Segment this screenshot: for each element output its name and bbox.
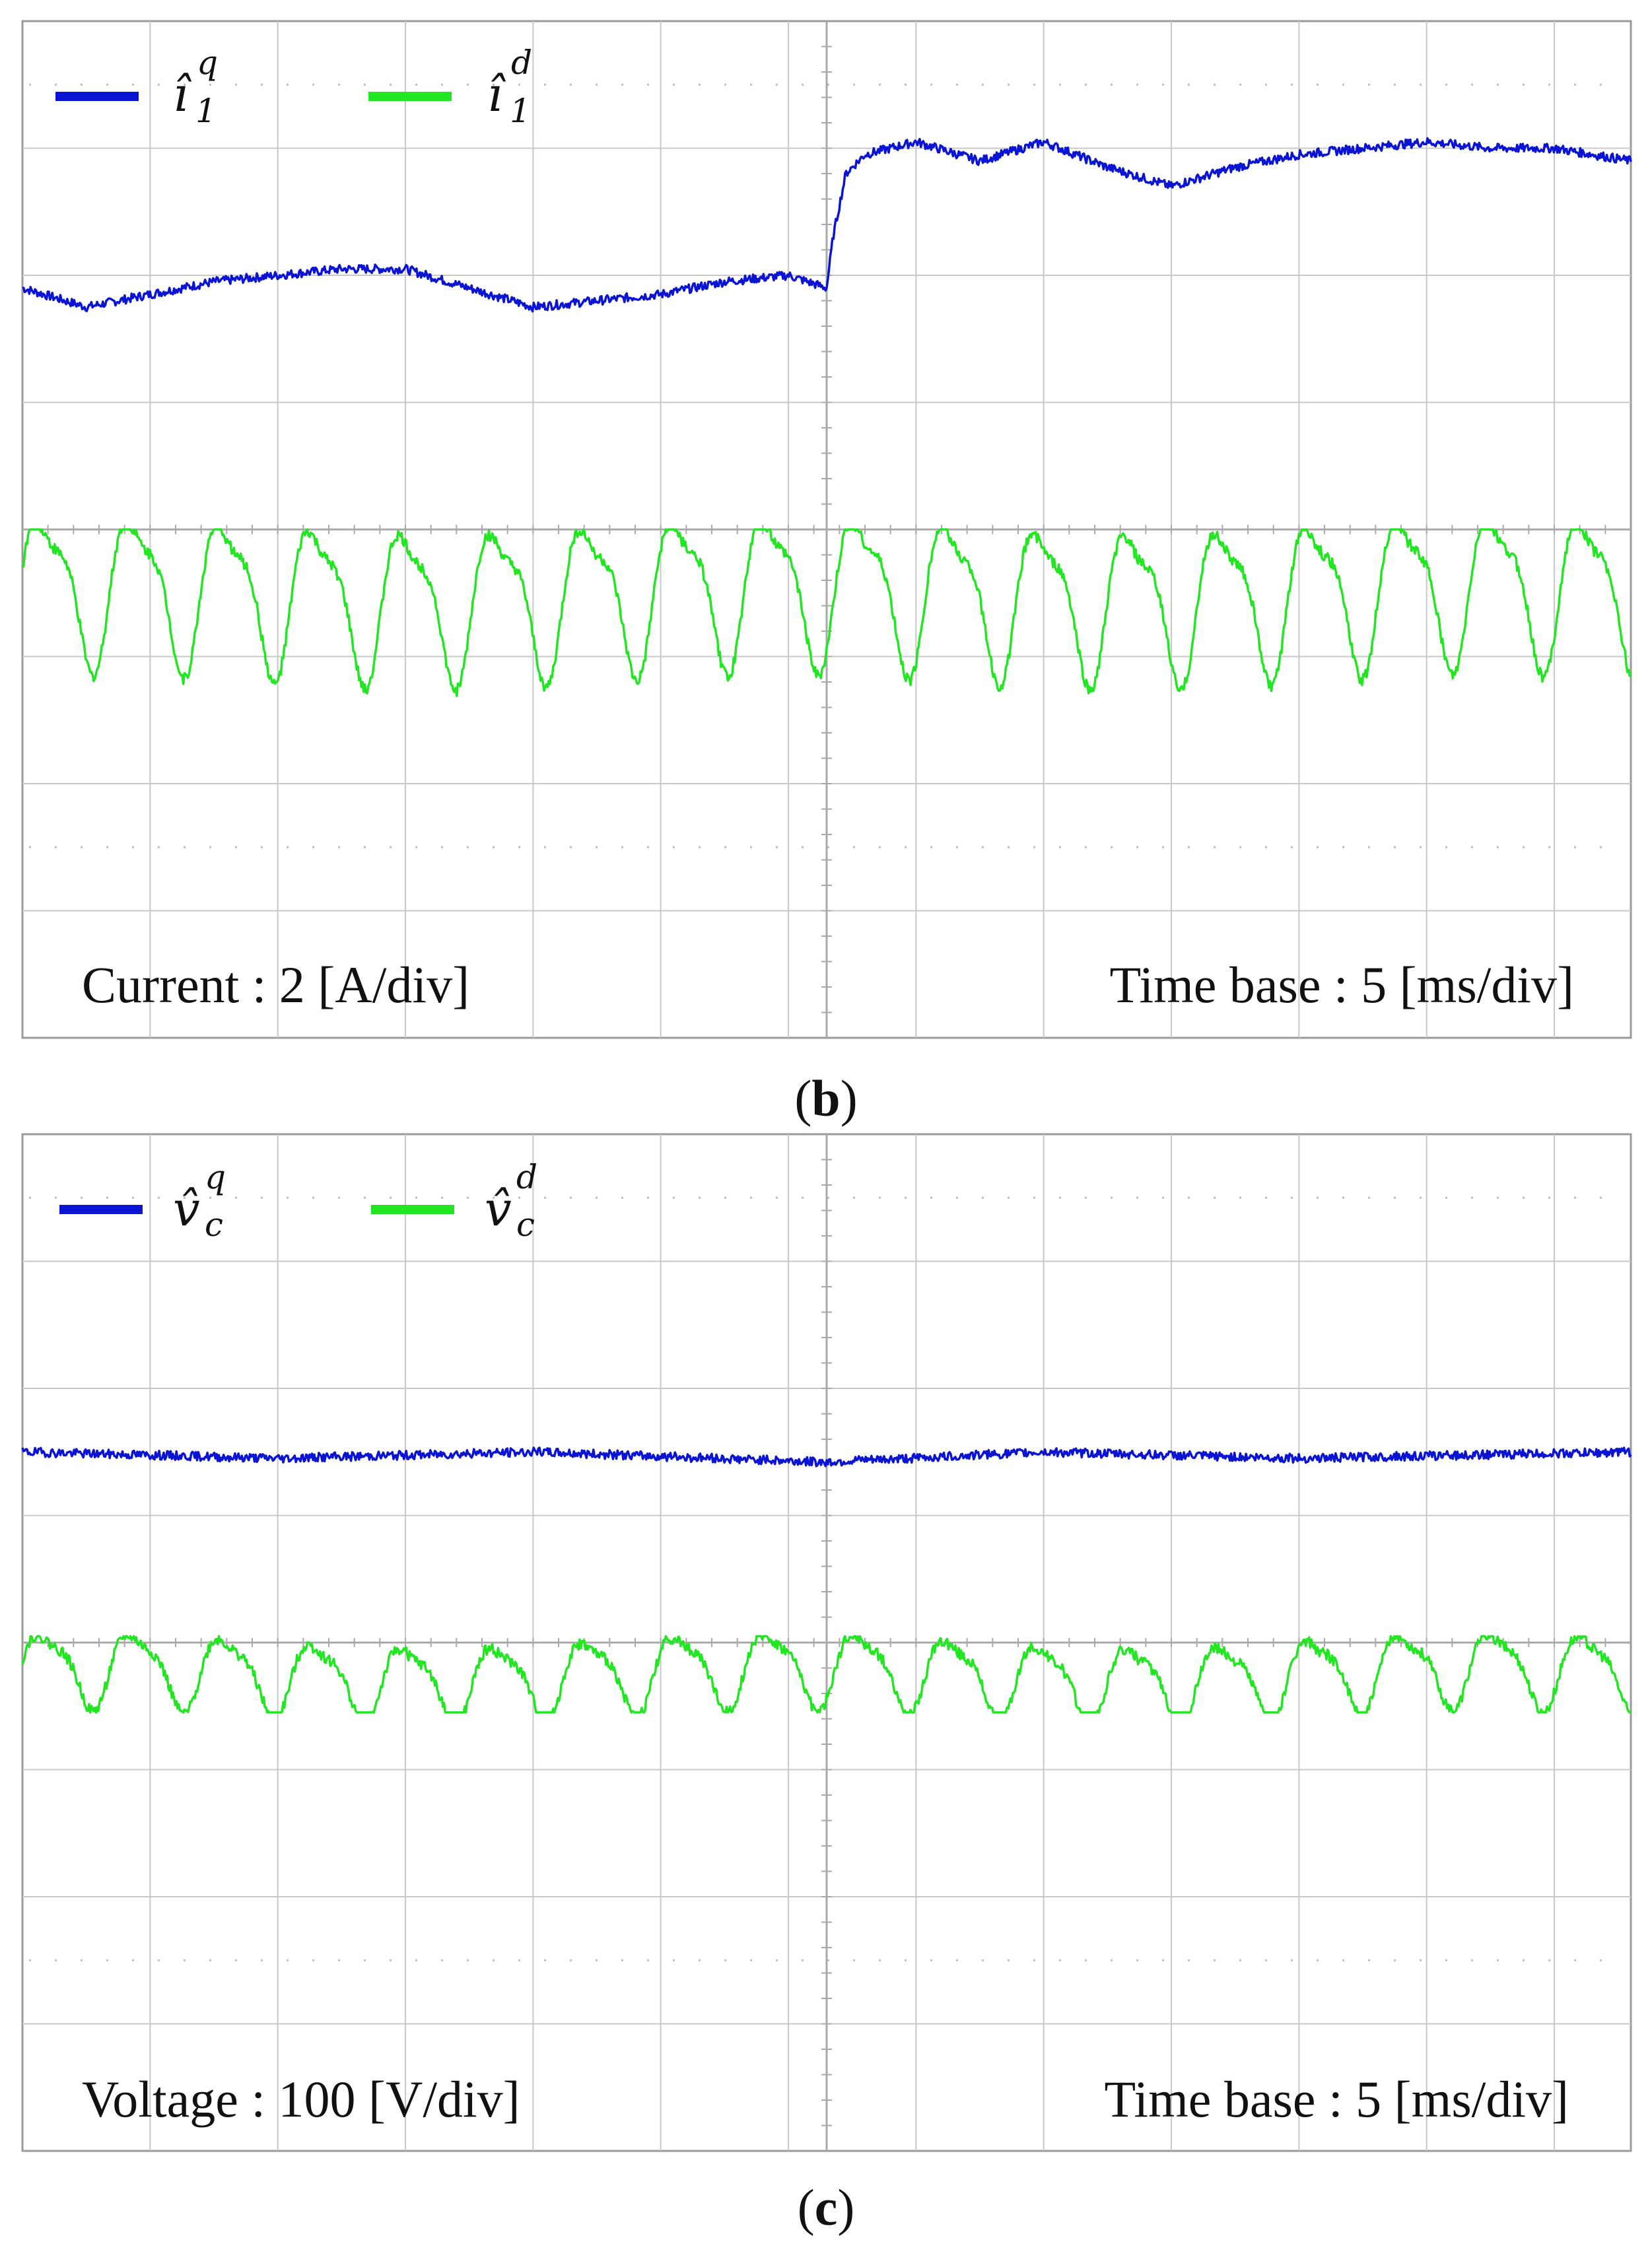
time-base-label-b: Time base : 5 [ms/div] [1110,956,1574,1013]
legend-sub-id: 1 [510,92,531,130]
time-base-label-c: Time base : 5 [ms/div] [1105,2070,1569,2128]
scope-panel-b: î 1 q î 1 d Current : 2 [A/div] Time bas… [21,20,1632,1039]
scope-panel-c: v̂ c q v̂ c d Voltage : 100 [V/div] Time… [21,1133,1632,2152]
trace-current-q [22,137,1632,313]
scope-grid-b [22,21,1631,1038]
legend-sub-iq: 1 [195,92,217,130]
legend-sub-vd: c [516,1206,535,1244]
current-scale-label: Current : 2 [A/div] [82,956,469,1013]
scope-traces-c [21,1446,1632,1714]
caption-c: (c) [798,2179,855,2236]
legend-symbol-vq: v̂ [173,1181,200,1237]
trace-voltage-q [21,1446,1632,1468]
legend-sup-vd: d [516,1158,537,1196]
scope-grid-c [22,1134,1631,2151]
scope-traces-b [21,137,1632,697]
trace-current-d [21,528,1632,697]
legend-c: v̂ c q v̂ c d [59,1158,537,1244]
caption-b: (b) [794,1070,857,1127]
legend-sup-vq: q [205,1158,226,1196]
trace-voltage-d [21,1635,1632,1714]
legend-sub-vq: c [205,1206,223,1244]
legend-sup-iq: q [197,44,218,82]
voltage-scale-label: Voltage : 100 [V/div] [82,2070,520,2128]
legend-symbol-vd: v̂ [485,1181,512,1237]
legend-sup-id: d [511,44,532,82]
